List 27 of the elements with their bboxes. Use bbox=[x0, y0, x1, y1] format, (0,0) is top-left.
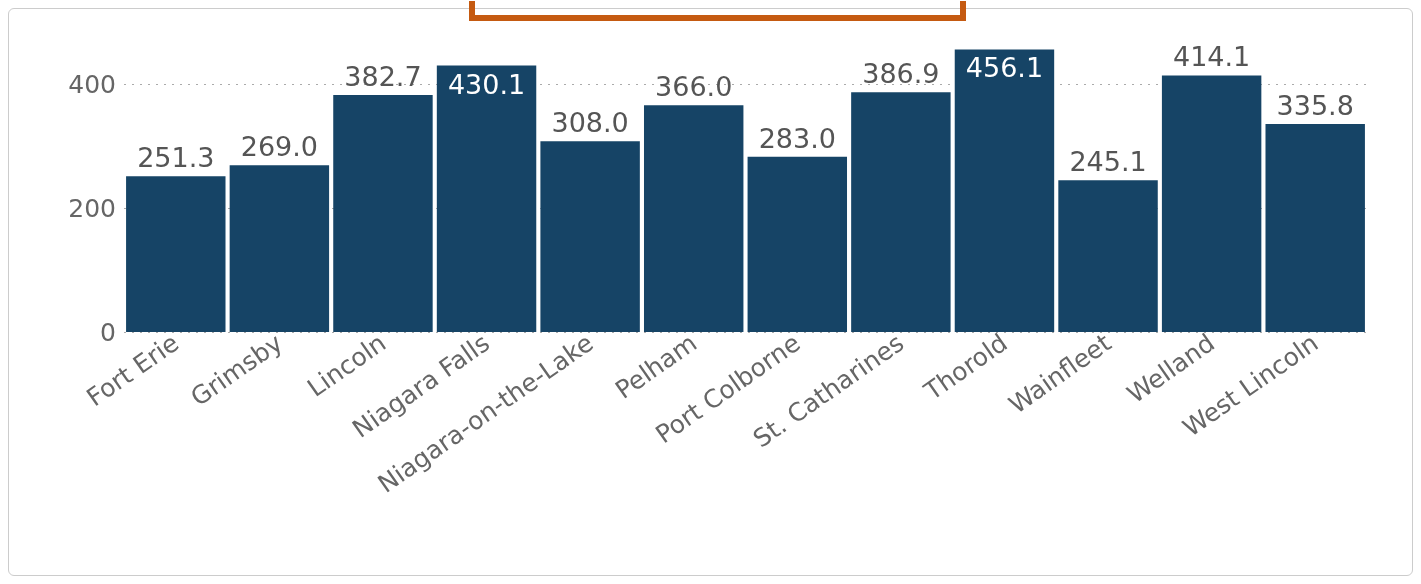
data-label: 335.8 bbox=[1276, 89, 1354, 121]
data-label: 308.0 bbox=[551, 107, 629, 139]
data-label: 269.0 bbox=[240, 131, 319, 163]
bar bbox=[851, 92, 951, 332]
bar bbox=[954, 49, 1055, 332]
y-tick-label: 200 bbox=[68, 193, 116, 223]
data-label: 283.0 bbox=[758, 122, 836, 154]
bar bbox=[229, 165, 330, 332]
bar bbox=[126, 176, 226, 332]
bar bbox=[1058, 180, 1158, 332]
data-label: 245.1 bbox=[1069, 146, 1147, 178]
bar bbox=[643, 105, 744, 332]
bar bbox=[540, 141, 640, 332]
data-label: 251.3 bbox=[137, 142, 215, 174]
bar bbox=[333, 94, 433, 332]
data-label: 382.7 bbox=[344, 60, 422, 92]
bar bbox=[1265, 123, 1365, 332]
y-tick-label: 0 bbox=[100, 317, 116, 347]
bar bbox=[1161, 75, 1262, 332]
bar bbox=[436, 65, 537, 332]
y-tick-label: 400 bbox=[68, 69, 116, 99]
data-label: 430.1 bbox=[447, 68, 526, 100]
data-label: 366.0 bbox=[655, 71, 733, 103]
data-label: 456.1 bbox=[965, 52, 1044, 84]
data-label: 414.1 bbox=[1172, 41, 1251, 73]
bar bbox=[747, 156, 848, 332]
data-label: 386.9 bbox=[862, 58, 940, 90]
